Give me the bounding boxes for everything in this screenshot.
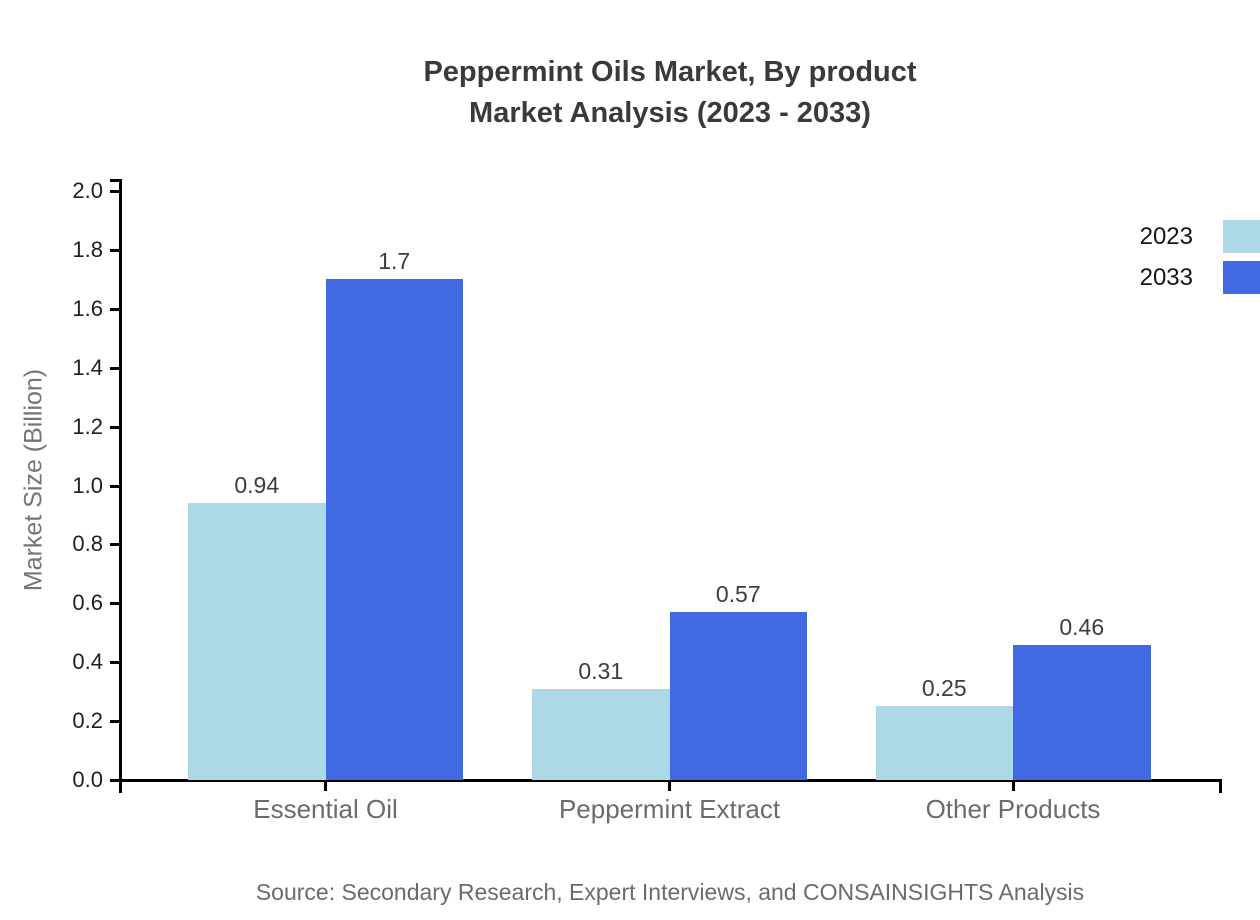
y-axis-tick [110,720,120,724]
category-label: Essential Oil [253,794,398,824]
category-label: Other Products [925,794,1101,824]
bar-2023-peppermint-extract [532,688,670,780]
y-axis-tick-label: 1.2 [72,413,103,439]
legend-label: 2033 [1139,263,1193,291]
y-axis-tick-label: 1.8 [72,236,103,262]
bar-value-label: 0.57 [715,581,761,608]
y-axis-tick [110,484,120,488]
bar-2033-essential-oil [325,279,463,780]
x-axis-tick [668,780,671,791]
y-axis-tick-label: 1.6 [72,295,103,321]
y-axis-tick-label: 0.0 [72,767,103,792]
y-axis-tick [110,366,120,370]
y-axis-tick [110,543,120,547]
y-axis-tick [110,602,120,606]
bar-2033-other-products [1013,644,1151,780]
bar-2023-essential-oil [188,503,326,780]
chart-title-line-1: Peppermint Oils Market, By product [423,56,917,88]
y-axis-tick [110,248,120,252]
y-axis-tick [110,779,120,782]
x-axis-left-cap [119,779,122,793]
chart-title: Peppermint Oils Market, By product Marke… [120,52,1220,134]
legend-swatch [1223,261,1260,294]
bar-value-label: 0.94 [234,472,280,499]
x-axis-tick [324,780,327,791]
y-axis-tick-label: 0.8 [72,531,103,557]
legend-item-2033: 2033 [1000,261,1260,294]
x-axis-tick [1011,780,1015,791]
y-axis-tick-label: 1.0 [72,472,103,498]
category-label: Peppermint Extract [558,794,781,824]
chart-title-line-2: Market Analysis (2023 - 2033) [469,97,871,129]
y-axis-tick-label: 2.0 [72,178,103,203]
bar-value-label: 0.25 [921,675,967,702]
y-axis-tick [110,190,120,193]
legend-label: 2023 [1139,222,1193,250]
y-axis-tick [110,425,120,429]
y-axis-tick [110,307,120,311]
bar-2033-peppermint-extract [669,612,807,780]
bar-value-label: 1.7 [378,248,411,275]
legend-swatch [1223,220,1260,253]
y-axis-tick-label: 0.2 [72,708,103,734]
x-axis-right-cap [1219,779,1222,793]
source-note: Source: Secondary Research, Expert Inter… [255,879,1085,905]
y-axis-spine [119,179,122,782]
y-axis-tick-label: 0.6 [72,590,103,616]
bar-2023-other-products [875,706,1013,780]
legend-item-2023: 2023 [1000,220,1260,253]
bar-value-label: 0.31 [578,657,624,684]
y-axis-top-cap [110,179,120,182]
y-axis-tick-label: 0.4 [72,649,103,675]
bar-value-label: 0.46 [1059,613,1105,640]
y-axis-tick [110,661,120,665]
y-axis-tick-label: 1.4 [72,354,103,380]
